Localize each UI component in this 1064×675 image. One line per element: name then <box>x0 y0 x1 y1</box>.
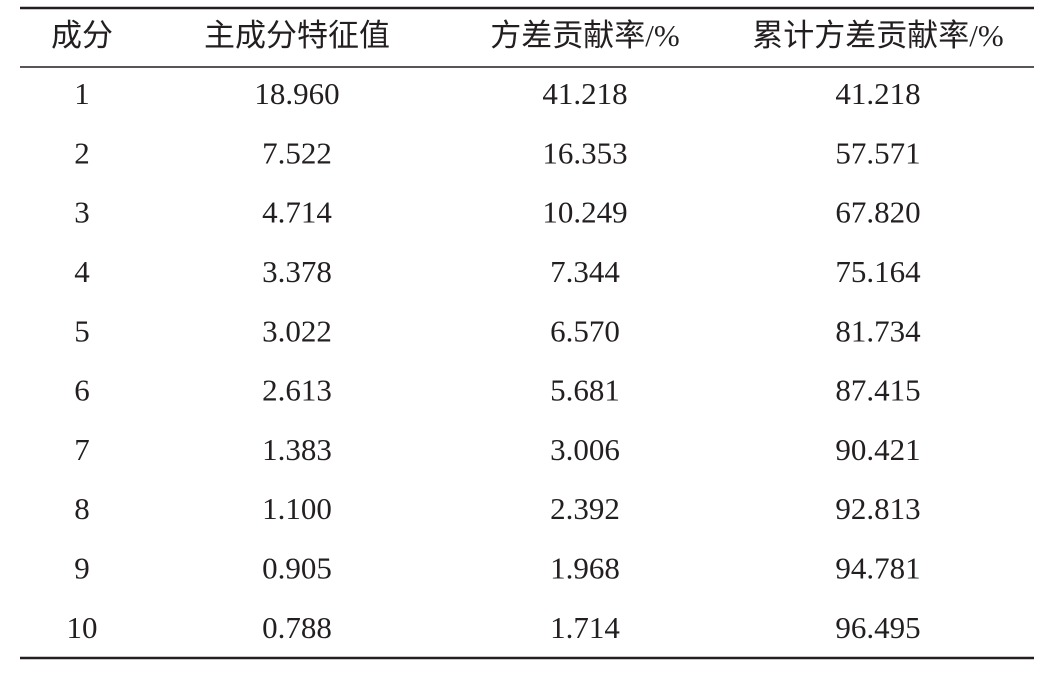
cell: 75.164 <box>835 254 921 289</box>
cell: 16.353 <box>542 135 627 170</box>
cell: 94.781 <box>835 551 920 586</box>
cell: 4 <box>74 254 90 289</box>
cell: 3.378 <box>262 254 332 289</box>
cell: 2.613 <box>262 373 332 408</box>
cell: 8 <box>74 491 90 526</box>
cell: 2.392 <box>550 491 620 526</box>
cell: 5 <box>74 313 90 348</box>
cell: 1.383 <box>262 432 332 467</box>
cell: 1 <box>74 76 90 111</box>
cell: 41.218 <box>542 76 627 111</box>
cell: 10.249 <box>542 195 627 230</box>
header-cell: 成分 <box>51 18 113 53</box>
cell: 7.344 <box>550 254 620 289</box>
cell: 67.820 <box>835 195 920 230</box>
cell: 9 <box>74 551 90 586</box>
cell: 3.006 <box>550 432 620 467</box>
cell: 1.100 <box>262 491 332 526</box>
cell: 1.714 <box>550 610 620 645</box>
cell: 41.218 <box>835 76 920 111</box>
cell: 3 <box>74 195 90 230</box>
cell: 87.415 <box>835 373 920 408</box>
cell: 0.788 <box>262 610 332 645</box>
cell: 7 <box>74 432 90 467</box>
cell: 5.681 <box>550 373 620 408</box>
cell: 7.522 <box>262 135 332 170</box>
header-cell: 主成分特征值 <box>204 18 390 53</box>
cell: 10 <box>67 610 98 645</box>
cell: 0.905 <box>262 551 332 586</box>
cell: 2 <box>74 135 90 170</box>
header-cell: 方差贡献率/% <box>490 18 679 53</box>
cell: 6.570 <box>550 313 620 348</box>
cell: 81.734 <box>835 313 921 348</box>
cell: 1.968 <box>550 551 620 586</box>
cell: 18.960 <box>254 76 339 111</box>
cell: 96.495 <box>835 610 920 645</box>
cell: 6 <box>74 373 90 408</box>
cell: 92.813 <box>835 491 920 526</box>
cell: 90.421 <box>835 432 920 467</box>
cell: 3.022 <box>262 313 332 348</box>
header-cell: 累计方差贡献率/% <box>752 18 1003 53</box>
cell: 57.571 <box>835 135 920 170</box>
cell: 4.714 <box>262 195 332 230</box>
